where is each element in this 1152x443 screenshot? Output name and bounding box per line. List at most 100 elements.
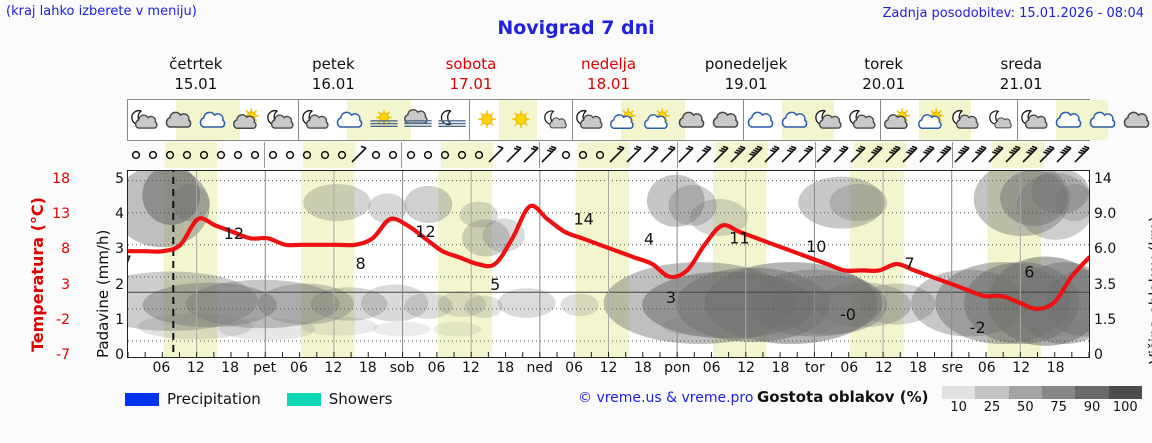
day-date: 19.01 — [724, 75, 768, 93]
axis-tick-label: 1 — [115, 311, 124, 328]
svg-text:5: 5 — [490, 275, 500, 294]
axis-tick-label: 9.0 — [1094, 206, 1117, 223]
cloud-density-step-label: 90 — [1083, 400, 1101, 415]
day-header: četrtek 15.01 — [127, 54, 265, 96]
wind-barb — [350, 142, 367, 168]
wind-barb — [988, 142, 1005, 168]
day-header-row: četrtek 15.01 petek 16.01 sobota 17.01 n… — [127, 54, 1090, 96]
x-tick-label: tor — [804, 360, 825, 376]
wind-barb — [729, 142, 746, 168]
day-name: nedelja — [581, 55, 637, 73]
x-tick-label: 06 — [565, 360, 584, 376]
x-tick-label: ned — [526, 360, 553, 376]
wind-barb — [471, 142, 488, 168]
wind-barb — [212, 142, 229, 168]
svg-text:7: 7 — [128, 252, 132, 271]
axis-tick-label: 1.5 — [1094, 311, 1117, 328]
x-tick-label: 12 — [1012, 360, 1031, 376]
weather-icon-moon-fog — [435, 100, 469, 140]
wind-barb — [780, 142, 797, 168]
svg-text:8: 8 — [356, 254, 366, 273]
wind-barb — [1073, 142, 1090, 168]
wind-barb — [488, 142, 505, 168]
x-tick-label: 12 — [874, 360, 893, 376]
weather-icon-cloud-blue — [744, 100, 778, 140]
svg-text:4: 4 — [644, 229, 654, 248]
axis-tick-label: 0 — [1094, 347, 1103, 363]
x-tick-label: 06 — [702, 360, 721, 376]
x-tick-label: 12 — [599, 360, 618, 376]
wind-barb — [626, 142, 643, 168]
x-tick-label: 06 — [152, 360, 171, 376]
wind-barb — [402, 142, 419, 168]
weather-icon-moon-cloud-small — [538, 100, 572, 140]
temperature-axis-title: Temperatura (°C) — [28, 197, 47, 352]
wind-barb — [798, 142, 815, 168]
cloud-density-step — [1075, 386, 1109, 399]
cloud-density-step — [975, 386, 1009, 399]
svg-text:12: 12 — [224, 224, 244, 243]
weather-icon-sun — [470, 100, 504, 140]
precipitation-axis-title: Padavine (mm/h) — [94, 229, 112, 358]
day-date: 18.01 — [587, 75, 630, 93]
wind-barb — [540, 142, 557, 168]
weather-icon-moon-cloud — [1018, 100, 1052, 140]
precipitation-swatch — [125, 392, 159, 406]
wind-day-group — [953, 142, 1090, 168]
weather-icon-sun-cloud-blue — [641, 100, 675, 140]
wind-barb — [918, 142, 935, 168]
day-name: ponedeljek — [704, 55, 788, 73]
showers-label: Showers — [328, 390, 393, 408]
weather-icon-moon-cloud — [949, 100, 983, 140]
day-name: sobota — [445, 55, 497, 73]
day-name: sreda — [1000, 55, 1043, 73]
weather-icon-cloud-blue — [778, 100, 812, 140]
temperature-axis-ticks: 18 13 8 3 -2 -7 — [36, 165, 70, 363]
axis-tick-label: 4 — [115, 206, 124, 223]
x-tick-label: 18 — [633, 360, 652, 376]
day-header: torek 20.01 — [815, 54, 953, 96]
credit-link[interactable]: © vreme.us & vreme.pro — [578, 390, 754, 406]
day-name: torek — [864, 55, 904, 73]
day-header: petek 16.01 — [265, 54, 403, 96]
day-date: 20.01 — [862, 75, 906, 93]
wind-day-group — [402, 142, 541, 168]
weather-icon-cloud-blue — [1052, 100, 1086, 140]
svg-text:-2: -2 — [970, 318, 986, 337]
weather-icon-moon-cloud — [264, 100, 298, 140]
wind-barb — [591, 142, 608, 168]
x-tick-label: pon — [664, 360, 691, 376]
wind-barb — [850, 142, 867, 168]
wind-day-group — [816, 142, 954, 168]
day-date: 21.01 — [999, 75, 1043, 93]
x-tick-label: 12 — [324, 360, 343, 376]
weather-icon-sun-cloud-blue — [915, 100, 949, 140]
wind-barb-row — [127, 142, 1090, 168]
wind-barb — [557, 142, 574, 168]
showers-swatch — [286, 392, 321, 406]
svg-text:11: 11 — [729, 229, 749, 248]
weather-icon-day-group — [299, 100, 470, 140]
wind-barb — [816, 142, 833, 168]
wind-barb — [867, 142, 884, 168]
wind-barb — [316, 142, 333, 168]
weather-icon-cloud — [162, 100, 196, 140]
wind-barb — [454, 142, 471, 168]
svg-text:10: 10 — [806, 237, 826, 256]
axis-tick-label: 8 — [61, 241, 70, 258]
cloud-density-step — [1041, 386, 1076, 399]
weather-icon-cloud — [1120, 100, 1152, 140]
wind-barb — [746, 142, 763, 168]
svg-text:12: 12 — [415, 222, 435, 241]
x-tick-label: sre — [941, 360, 964, 376]
weather-icon-moon-cloud — [573, 100, 607, 140]
cloud-density-step — [1008, 386, 1042, 399]
axis-tick-label: 14 — [1094, 171, 1112, 187]
x-tick-label: sob — [389, 360, 415, 376]
wind-barb — [609, 142, 626, 168]
weather-icon-sun-cloud — [881, 100, 915, 140]
wind-barb — [833, 142, 850, 168]
wind-barb — [695, 142, 712, 168]
cloud-density-step-label: 100 — [1112, 400, 1138, 415]
wind-barb — [763, 142, 780, 168]
